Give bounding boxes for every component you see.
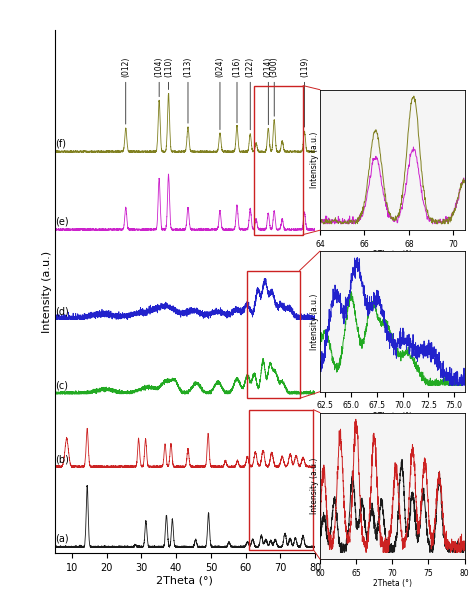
Text: (024): (024) [216, 56, 225, 130]
Text: (119): (119) [300, 56, 309, 127]
Bar [255, 86, 303, 234]
Y-axis label: Intensity (a.u.): Intensity (a.u.) [310, 293, 319, 350]
Text: (104): (104) [155, 56, 164, 97]
Text: (f): (f) [55, 139, 66, 149]
Text: (110): (110) [164, 56, 173, 90]
X-axis label: 2Theta (°): 2Theta (°) [373, 412, 412, 421]
Text: (116): (116) [233, 56, 241, 123]
Text: (d): (d) [55, 307, 69, 317]
Text: (214): (214) [264, 56, 273, 125]
Text: (122): (122) [246, 56, 255, 130]
X-axis label: 2Theta (°): 2Theta (°) [373, 579, 412, 588]
X-axis label: 2Theta (°): 2Theta (°) [373, 251, 412, 260]
Text: (012): (012) [121, 56, 130, 124]
Text: (e): (e) [55, 216, 69, 227]
Y-axis label: Intensity (a.u.): Intensity (a.u.) [42, 251, 52, 332]
Bar [249, 410, 313, 550]
Y-axis label: Intensity (a.u.): Intensity (a.u.) [310, 132, 319, 188]
X-axis label: 2Theta (°): 2Theta (°) [156, 576, 213, 585]
Text: (a): (a) [55, 534, 69, 544]
Text: (b): (b) [55, 454, 69, 465]
Y-axis label: Intensity (a.u.): Intensity (a.u.) [310, 457, 319, 514]
Bar [247, 270, 300, 398]
Text: (c): (c) [55, 381, 68, 391]
Text: (113): (113) [183, 56, 192, 123]
Text: (300): (300) [270, 56, 279, 116]
